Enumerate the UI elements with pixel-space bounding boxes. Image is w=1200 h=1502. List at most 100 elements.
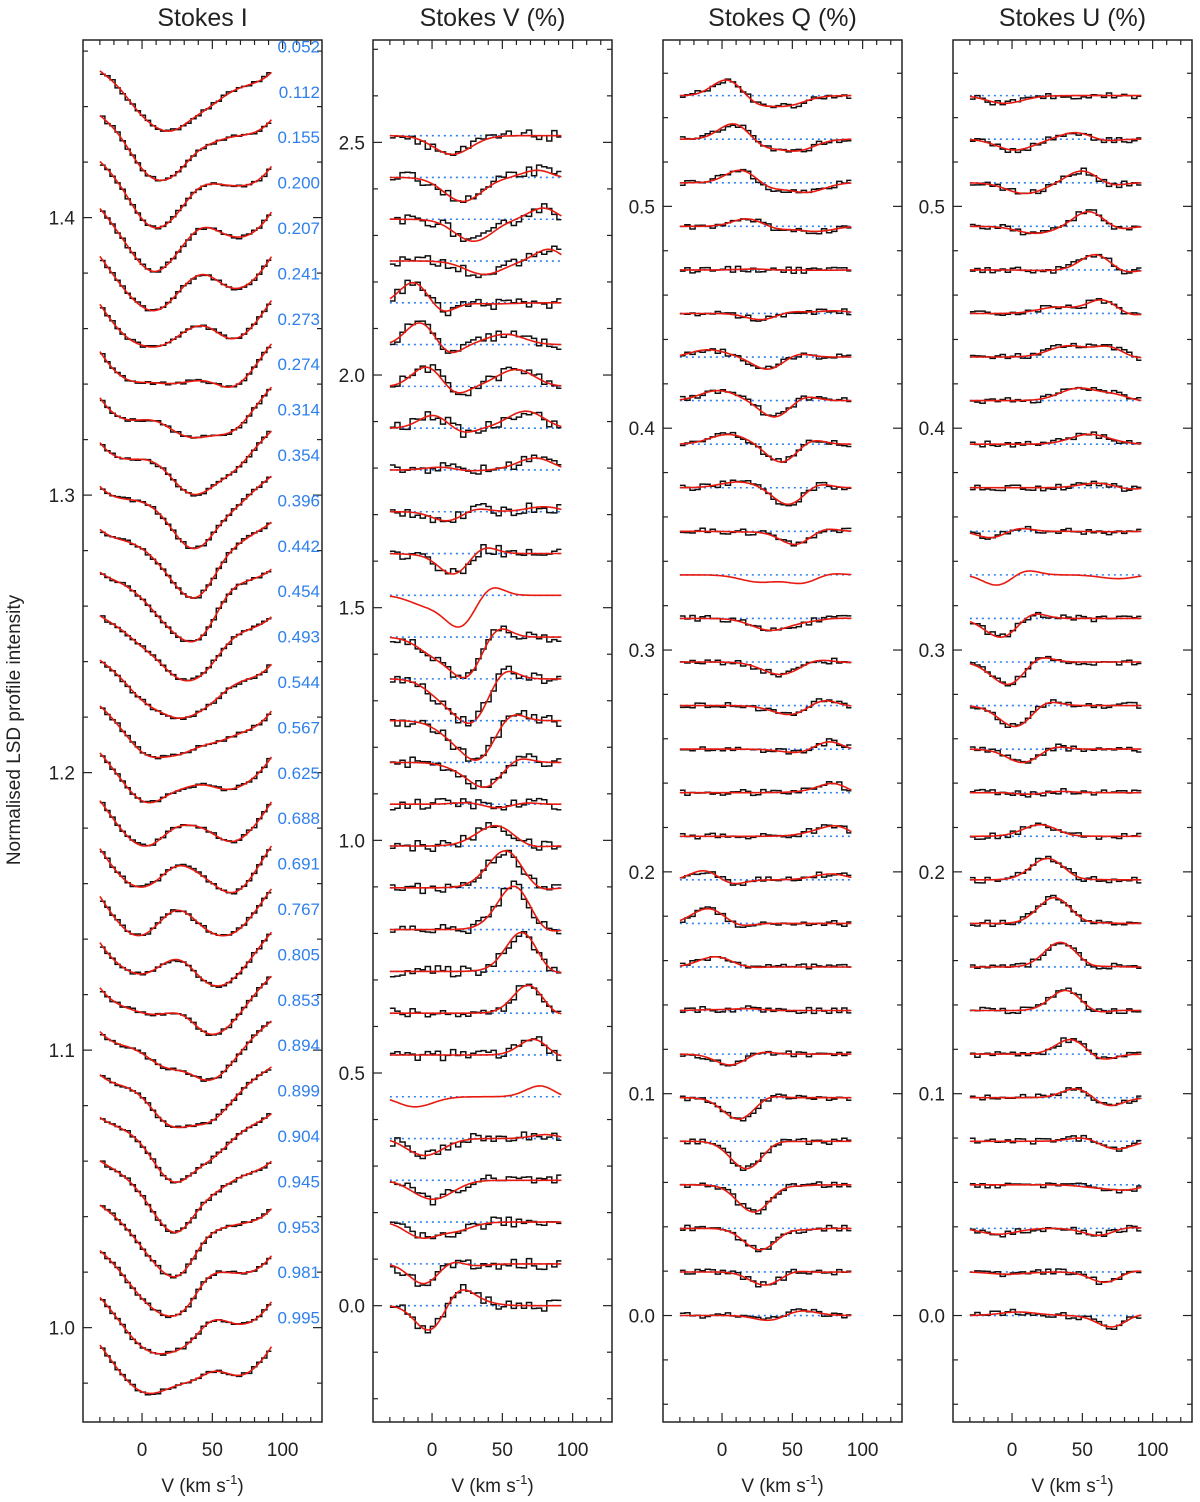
model-profile: [99, 1020, 272, 1082]
model-profile: [389, 1221, 562, 1239]
profile-row-0.904: [969, 1134, 1142, 1152]
profile-row-0.396: [969, 525, 1142, 540]
model-profile: [679, 659, 852, 676]
observed-profile: [969, 822, 1142, 841]
y-tick-label: 2.5: [339, 133, 365, 154]
profile-row-0.953: [389, 1216, 562, 1240]
observed-profile: [969, 209, 1142, 236]
profile-row-0.155: [969, 167, 1142, 195]
observed-profile: [389, 1174, 562, 1206]
observed-profile: [969, 611, 1142, 638]
model-profile: [389, 824, 562, 848]
observed-profile: [969, 987, 1142, 1015]
profile-row-0.567: [679, 738, 852, 755]
observed-profile: [389, 544, 562, 575]
phase-label: 0.241: [277, 264, 320, 283]
observed-profile: [389, 931, 562, 978]
model-profile: [99, 475, 272, 550]
panel-2: Stokes V (%) 0 50 100 V (km s-1) 0.0 0.5 1.0 1.5…: [339, 4, 613, 1497]
model-profile: [99, 975, 272, 1036]
profile-row-0.052: [679, 78, 852, 109]
model-profile: [679, 389, 852, 418]
model-profile: [99, 207, 273, 273]
phase-label: 0.544: [277, 673, 320, 692]
profile-row-0.112: [389, 164, 562, 204]
profile-row-0.805: [969, 941, 1142, 970]
model-profile: [679, 1227, 852, 1251]
y-tick-label: 0.0: [919, 1307, 945, 1328]
panel-1: Stokes I 0 50 100 V (km s-1) 1.0 1.1 1.2 1.3 1.4 0…: [49, 4, 323, 1497]
model-profile: [389, 134, 562, 156]
y-tick-label: 0.5: [919, 197, 945, 218]
profile-row-0.241: [679, 308, 852, 322]
profile-row-0.207: [679, 265, 852, 274]
model-profile: [389, 506, 562, 522]
model-profile: [389, 281, 562, 312]
y-tick-label: 0.0: [629, 1307, 655, 1328]
model-profile: [679, 433, 852, 463]
profile-row-0.241: 0.241: [99, 264, 320, 348]
y-tick-label: 0.5: [339, 1064, 365, 1085]
profile-row-0.273: [969, 342, 1142, 362]
profile-row-0.241: [389, 320, 562, 354]
profile-row-0.691: [679, 870, 852, 886]
x-tick-label: 100: [847, 1440, 879, 1461]
observed-profile: [389, 364, 562, 397]
y-tick-label: 0.2: [919, 863, 945, 884]
y-axis-label: Normalised LSD profile intensity: [4, 594, 25, 865]
model-profile: [679, 1270, 852, 1286]
profile-row-0.853: 0.853: [99, 991, 320, 1082]
profile-row-0.767: 0.767: [99, 900, 320, 989]
phase-label: 0.688: [277, 809, 320, 828]
model-profile: [679, 123, 852, 152]
observed-profile: [99, 303, 272, 348]
profile-row-0.354: [969, 480, 1142, 492]
y-tick-label: 2.0: [339, 366, 365, 387]
observed-profile: [99, 346, 272, 388]
profile-row-0.207: 0.207: [99, 219, 320, 312]
profile-row-0.544: [389, 710, 562, 762]
profile-row-0.894: [679, 1050, 852, 1067]
x-tick-label: 0: [717, 1440, 728, 1461]
model-profile: [389, 1133, 562, 1157]
phase-label: 0.314: [277, 401, 320, 420]
profile-row-0.894: 0.894: [99, 1036, 320, 1129]
phase-label: 0.953: [277, 1218, 320, 1237]
observed-profile: [679, 824, 852, 840]
observed-profile: [679, 738, 852, 755]
phase-label: 0.442: [277, 537, 320, 556]
profile-row-0.767: [389, 880, 562, 935]
model-profile: [969, 1270, 1142, 1284]
observed-profile: [99, 430, 272, 497]
panel-title: Stokes V (%): [420, 4, 566, 32]
profile-row-0.454: 0.454: [99, 582, 320, 682]
model-profile: [99, 752, 273, 804]
profile-row-0.853: [969, 987, 1142, 1015]
panel-frame: [372, 39, 613, 1423]
phase-label: 0.200: [277, 174, 320, 193]
profile-row-0.052: [969, 92, 1142, 106]
observed-profile: [969, 1086, 1142, 1107]
observed-profile: [969, 699, 1142, 729]
profile-row-0.805: [389, 931, 562, 978]
model-profile: [99, 888, 273, 937]
model-profile: [679, 481, 852, 506]
y-tick-label: 0.3: [919, 641, 945, 662]
profile-row-0.354: [679, 479, 852, 507]
observed-profile: [969, 167, 1142, 195]
observed-profile: [389, 1216, 562, 1240]
y-tick-label: 1.5: [339, 599, 365, 620]
profile-row-0.155: [679, 168, 852, 194]
observed-profile: [99, 615, 272, 682]
observed-profile: [389, 164, 562, 204]
model-profile: [679, 218, 852, 233]
observed-profile: [389, 665, 562, 727]
profile-row-0.767: [969, 894, 1142, 928]
x-axis-label: V (km s-1): [161, 1472, 243, 1497]
model-profile: [679, 1184, 852, 1213]
phase-label: 0.899: [277, 1082, 320, 1101]
x-axis-label: V (km s-1): [1031, 1472, 1113, 1497]
phase-label: 0.691: [277, 855, 320, 874]
profile-row-0.625: [679, 780, 852, 797]
profile-row-0.112: [679, 123, 852, 153]
